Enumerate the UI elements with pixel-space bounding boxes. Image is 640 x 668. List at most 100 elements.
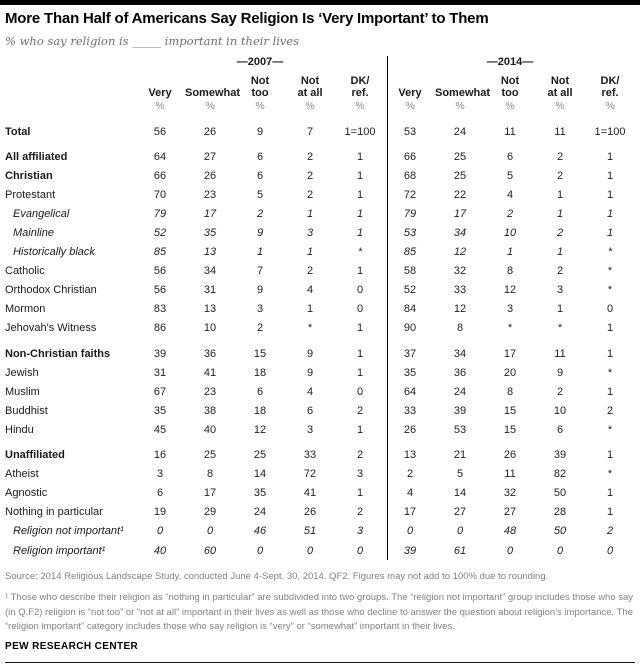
- cell-value: 1: [606, 322, 614, 335]
- cell-value: 3: [556, 284, 564, 297]
- cell-value: 1: [306, 246, 314, 259]
- row-label: Catholic: [5, 265, 45, 278]
- cell-value: 6: [306, 404, 314, 417]
- cell-value: 50: [553, 487, 567, 500]
- table-row: All affiliated 64 27 6 2 1 66 25 6 2 1: [0, 147, 640, 166]
- cell-value: 1: [356, 150, 364, 163]
- cell-value: 37: [403, 347, 417, 360]
- cell-value: 66: [403, 150, 417, 163]
- column-header: Somewhat: [185, 86, 241, 99]
- cell-value: 9: [256, 227, 264, 240]
- percent-sign: %: [405, 100, 415, 112]
- cell-value: 22: [453, 188, 467, 201]
- percent-sign: %: [305, 100, 315, 112]
- cell-value: 70: [153, 188, 167, 201]
- cell-value: 2: [306, 150, 314, 163]
- cell-value: 82: [553, 468, 567, 481]
- year-group-row: —2007— —2014—: [0, 56, 640, 70]
- table-row: Non-Christian faiths 39 36 15 9 1 37 34 17 11 1: [0, 344, 640, 363]
- cell-value: 2: [406, 468, 414, 481]
- cell-value: 83: [153, 303, 167, 316]
- cell-value: 8: [456, 322, 464, 335]
- cell-value: *: [607, 423, 613, 436]
- cell-value: 17: [203, 487, 217, 500]
- cell-value: 0: [356, 284, 364, 297]
- cell-value: 3: [356, 468, 364, 481]
- cell-value: 7: [306, 125, 314, 138]
- cell-value: *: [557, 322, 563, 335]
- row-label: Buddhist: [5, 404, 48, 417]
- cell-value: 34: [453, 227, 467, 240]
- cell-value: 90: [403, 322, 417, 335]
- table-row: Evangelical 79 17 2 1 1 79 17 2 1 1: [0, 204, 640, 223]
- cell-value: 26: [203, 125, 217, 138]
- table-row: Historically black 85 13 1 1 * 85 12 1 1 *: [0, 243, 640, 262]
- cell-value: 6: [256, 150, 264, 163]
- cell-value: 33: [403, 404, 417, 417]
- table-row: Muslim 67 23 6 4 0 64 24 8 2 1: [0, 382, 640, 401]
- cell-value: 9: [256, 284, 264, 297]
- cell-value: 25: [453, 169, 467, 182]
- cell-value: 86: [153, 322, 167, 335]
- cell-value: 41: [203, 366, 217, 379]
- cell-value: 4: [406, 487, 414, 500]
- cell-value: 11: [554, 347, 566, 360]
- cell-value: 79: [403, 207, 417, 220]
- table-row: Total 56 26 9 7 1=100 53 24 11 11 1=100: [0, 122, 640, 141]
- report-title: More Than Half of Americans Say Religion…: [5, 10, 489, 27]
- cell-value: 1: [606, 385, 614, 398]
- table-row: Hindu 45 40 12 3 1 26 53 15 6 *: [0, 420, 640, 439]
- cell-value: 1: [556, 246, 564, 259]
- cell-value: *: [607, 265, 613, 278]
- cell-value: 52: [153, 227, 167, 240]
- cell-value: 2: [606, 525, 614, 538]
- table-row: Religion not important¹ 0 0 46 51 3 0 0 48 50 2: [0, 522, 640, 541]
- cell-value: 2: [506, 207, 514, 220]
- column-header: DK/ ref.: [600, 75, 620, 99]
- row-label: Protestant: [5, 188, 56, 201]
- cell-value: 2: [306, 188, 314, 201]
- cell-value: 26: [203, 169, 217, 182]
- row-label: Mainline: [13, 227, 54, 240]
- cell-value: 61: [453, 544, 467, 557]
- cell-value: 6: [256, 169, 264, 182]
- cell-value: 4: [506, 188, 514, 201]
- cell-value: 0: [606, 303, 614, 316]
- cell-value: 16: [153, 449, 167, 462]
- row-label: Atheist: [5, 468, 39, 481]
- percent-sign: %: [455, 100, 465, 112]
- row-label: Muslim: [5, 385, 40, 398]
- cell-value: 29: [203, 506, 217, 519]
- source-text: Source: 2014 Religious Landscape Study, …: [5, 571, 549, 582]
- cell-value: 20: [503, 366, 517, 379]
- cell-value: 12: [453, 303, 467, 316]
- cell-value: 1: [356, 207, 364, 220]
- cell-value: 2: [306, 169, 314, 182]
- cell-value: 27: [503, 506, 517, 519]
- bottom-rule: [5, 662, 635, 663]
- column-header: DK/ ref.: [350, 75, 370, 99]
- row-label: All affiliated: [5, 150, 68, 163]
- cell-value: 40: [203, 423, 217, 436]
- cell-value: 10: [203, 322, 217, 335]
- column-header: Very: [148, 86, 172, 99]
- table-body: Total 56 26 9 7 1=100 53 24 11 11 1=100 All affilia…: [0, 122, 640, 560]
- cell-value: 26: [303, 506, 317, 519]
- percent-sign: %: [555, 100, 565, 112]
- row-label: Religion important¹: [13, 544, 106, 557]
- column-header: Not too: [500, 75, 520, 99]
- cell-value: 0: [306, 544, 314, 557]
- cell-value: 1: [356, 487, 364, 500]
- cell-value: 58: [403, 265, 417, 278]
- cell-value: 1: [606, 227, 614, 240]
- cell-value: 56: [153, 125, 167, 138]
- cell-value: 1: [506, 246, 514, 259]
- cell-value: 85: [153, 246, 167, 259]
- row-label: Historically black: [13, 246, 95, 259]
- group-divider-line: [387, 56, 388, 560]
- cell-value: 34: [203, 265, 217, 278]
- year-group-2014: —2014—: [486, 56, 534, 68]
- cell-value: 1: [606, 487, 614, 500]
- cell-value: 1: [606, 449, 614, 462]
- percent-sign: %: [155, 100, 165, 112]
